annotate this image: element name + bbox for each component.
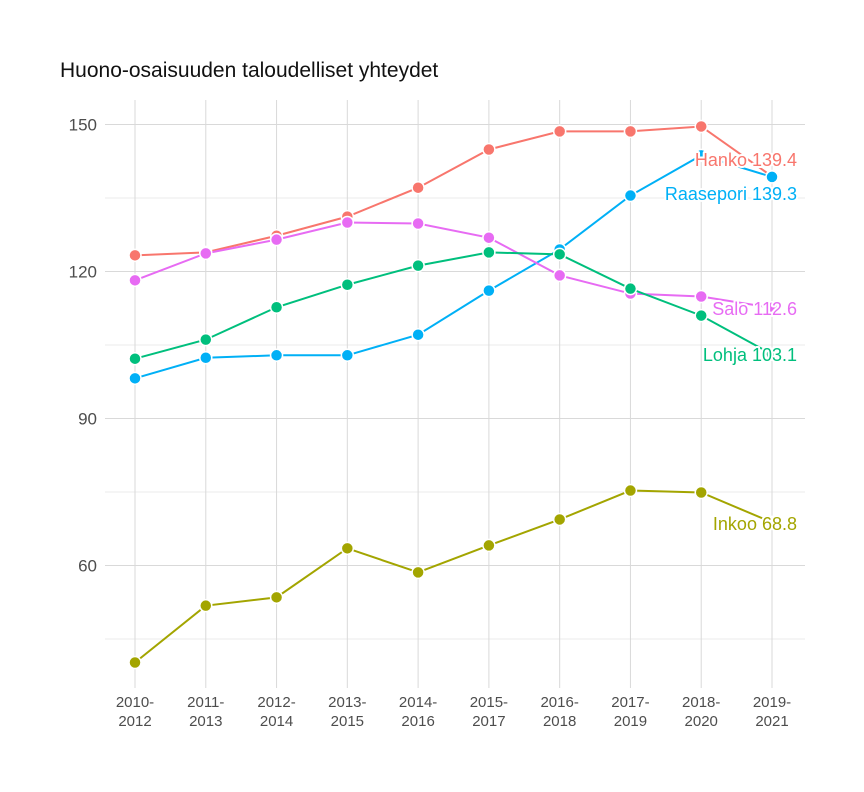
data-point [199, 246, 213, 261]
x-tick-label: 2012- 2014 [257, 694, 295, 730]
x-tick-line: 2019- [753, 694, 791, 711]
x-tick-line: 2013- [328, 694, 366, 711]
x-tick-label: 2013- 2015 [328, 694, 366, 730]
data-point [623, 188, 638, 203]
x-tick-line: 2014- [399, 694, 437, 711]
series-inkoo [128, 483, 779, 670]
data-point [128, 273, 142, 288]
y-tick-label: 120 [69, 263, 97, 282]
x-tick-line: 2012- [257, 694, 295, 711]
x-tick-line: 2020 [685, 713, 718, 730]
data-point [482, 245, 496, 260]
x-tick-line: 2016- [540, 694, 578, 711]
series-lohja [128, 245, 779, 366]
x-tick-label: 2011- 2013 [187, 694, 224, 730]
series-line [134, 251, 773, 360]
end-label-inkoo: Inkoo 68.8 [713, 514, 797, 534]
data-point [552, 124, 567, 139]
x-tick-line: 2021 [755, 713, 788, 730]
data-point [552, 247, 567, 262]
x-tick-label: 2018- 2020 [682, 694, 720, 730]
x-tick-line: 2013 [189, 713, 222, 730]
data-point [623, 483, 638, 498]
data-point [765, 170, 779, 184]
data-point [765, 347, 779, 362]
data-point [411, 216, 425, 231]
data-point [623, 124, 638, 139]
data-point [128, 371, 142, 386]
x-tick-line: 2010- [116, 694, 154, 711]
data-point [269, 232, 284, 247]
y-axis: 60 90 120 150 [69, 116, 97, 576]
data-point [482, 230, 496, 245]
data-point [482, 142, 496, 157]
end-labels: Hanko 139.4 Raasepori 139.3 Salo 112.6 Lohj… [663, 148, 799, 536]
data-point [128, 248, 142, 263]
data-point [340, 215, 355, 230]
end-label-hanko: Hanko 139.4 [695, 150, 797, 170]
data-point [199, 598, 213, 613]
data-point [411, 180, 425, 195]
series-salo [128, 215, 779, 315]
x-tick-line: 2018- [682, 694, 720, 711]
data-point [340, 541, 355, 556]
series-line [134, 125, 773, 257]
x-tick-label: 2019- 2021 [753, 694, 791, 730]
data-point [128, 655, 142, 670]
data-point [694, 289, 708, 304]
x-tick-label: 2014- 2016 [399, 694, 437, 730]
data-point [128, 351, 142, 366]
data-point [765, 301, 779, 315]
data-point [694, 148, 708, 163]
chart-title: Huono-osaisuuden taloudelliset yhteydet [60, 59, 438, 82]
x-tick-label: 2017- 2019 [611, 694, 649, 730]
x-tick-line: 2017 [472, 713, 505, 730]
data-point [269, 590, 284, 605]
x-axis: 2010- 2012 2011- 2013 2012- 2014 2013- 2015 2014… [116, 694, 791, 730]
data-point [694, 308, 708, 323]
data-point [552, 268, 567, 283]
y-tick-label: 60 [78, 557, 97, 576]
data-point [199, 350, 213, 365]
x-tick-line: 2017- [611, 694, 649, 711]
data-point [411, 258, 425, 273]
data-point [623, 281, 638, 296]
x-tick-line: 2019 [614, 713, 647, 730]
x-tick-line: 2012 [118, 713, 151, 730]
series-line [134, 221, 773, 309]
data-point [552, 512, 567, 527]
data-point [694, 485, 708, 500]
series-line [134, 154, 773, 380]
data-point [411, 327, 425, 342]
end-label-raasepori: Raasepori 139.3 [665, 184, 797, 204]
x-tick-label: 2010- 2012 [116, 694, 154, 730]
x-tick-line: 2011- [187, 694, 224, 711]
grid [105, 100, 805, 688]
end-label-salo: Salo 112.6 [712, 299, 797, 319]
x-tick-line: 2018 [543, 713, 576, 730]
x-tick-line: 2014 [260, 713, 293, 730]
data-point [269, 300, 284, 315]
data-point [482, 538, 496, 553]
data-point [411, 565, 425, 580]
x-tick-label: 2016- 2018 [540, 694, 578, 730]
data-point [199, 332, 213, 347]
end-label-lohja: Lohja 103.1 [703, 345, 797, 365]
x-tick-label: 2015- 2017 [470, 694, 508, 730]
data-point [269, 348, 284, 363]
series-line [134, 489, 773, 664]
y-tick-label: 90 [78, 410, 97, 429]
series-layer [128, 119, 779, 670]
data-point [340, 277, 355, 292]
x-tick-line: 2015- [470, 694, 508, 711]
data-point [694, 119, 708, 134]
x-tick-line: 2015 [331, 713, 364, 730]
data-point [340, 348, 355, 363]
data-point [765, 515, 779, 530]
data-point [482, 283, 496, 298]
x-tick-line: 2016 [401, 713, 434, 730]
y-tick-label: 150 [69, 116, 97, 135]
